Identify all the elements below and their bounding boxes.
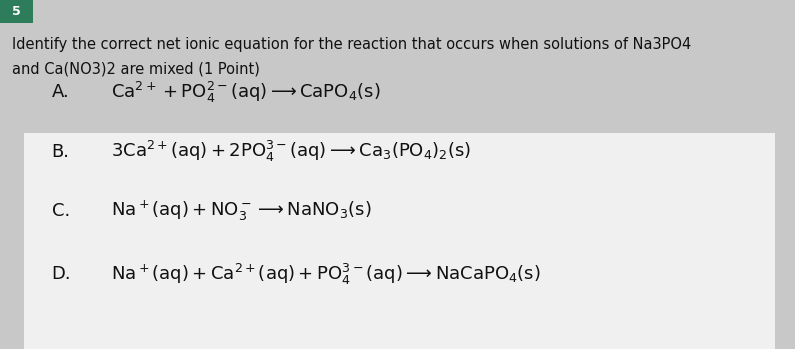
Text: $\mathrm{3Ca^{2+}(aq) + 2PO_4^{3-}(aq) \longrightarrow Ca_3(PO_4)_2(s)}$: $\mathrm{3Ca^{2+}(aq) + 2PO_4^{3-}(aq) \… [111,139,471,164]
Text: $\mathrm{Ca^{2+} + PO_4^{2-}(aq) \longrightarrow CaPO_4(s)}$: $\mathrm{Ca^{2+} + PO_4^{2-}(aq) \longri… [111,80,381,105]
Text: $\mathrm{Na^+(aq) + NO_3^- \longrightarrow NaNO_3(s)}$: $\mathrm{Na^+(aq) + NO_3^- \longrightarr… [111,199,372,223]
Text: 5: 5 [12,5,21,18]
Text: Identify the correct net ionic equation for the reaction that occurs when soluti: Identify the correct net ionic equation … [12,37,691,52]
Text: and Ca(NO3)2 are mixed (1 Point): and Ca(NO3)2 are mixed (1 Point) [12,61,260,76]
Text: C.: C. [52,202,70,220]
FancyBboxPatch shape [24,133,775,349]
FancyBboxPatch shape [0,0,33,23]
Text: D.: D. [52,265,72,283]
Text: A.: A. [52,83,69,102]
Text: $\mathrm{Na^+(aq) + Ca^{2+}(aq) + PO_4^{3-}(aq) \longrightarrow NaCaPO_4(s)}$: $\mathrm{Na^+(aq) + Ca^{2+}(aq) + PO_4^{… [111,261,541,287]
Text: B.: B. [52,143,70,161]
